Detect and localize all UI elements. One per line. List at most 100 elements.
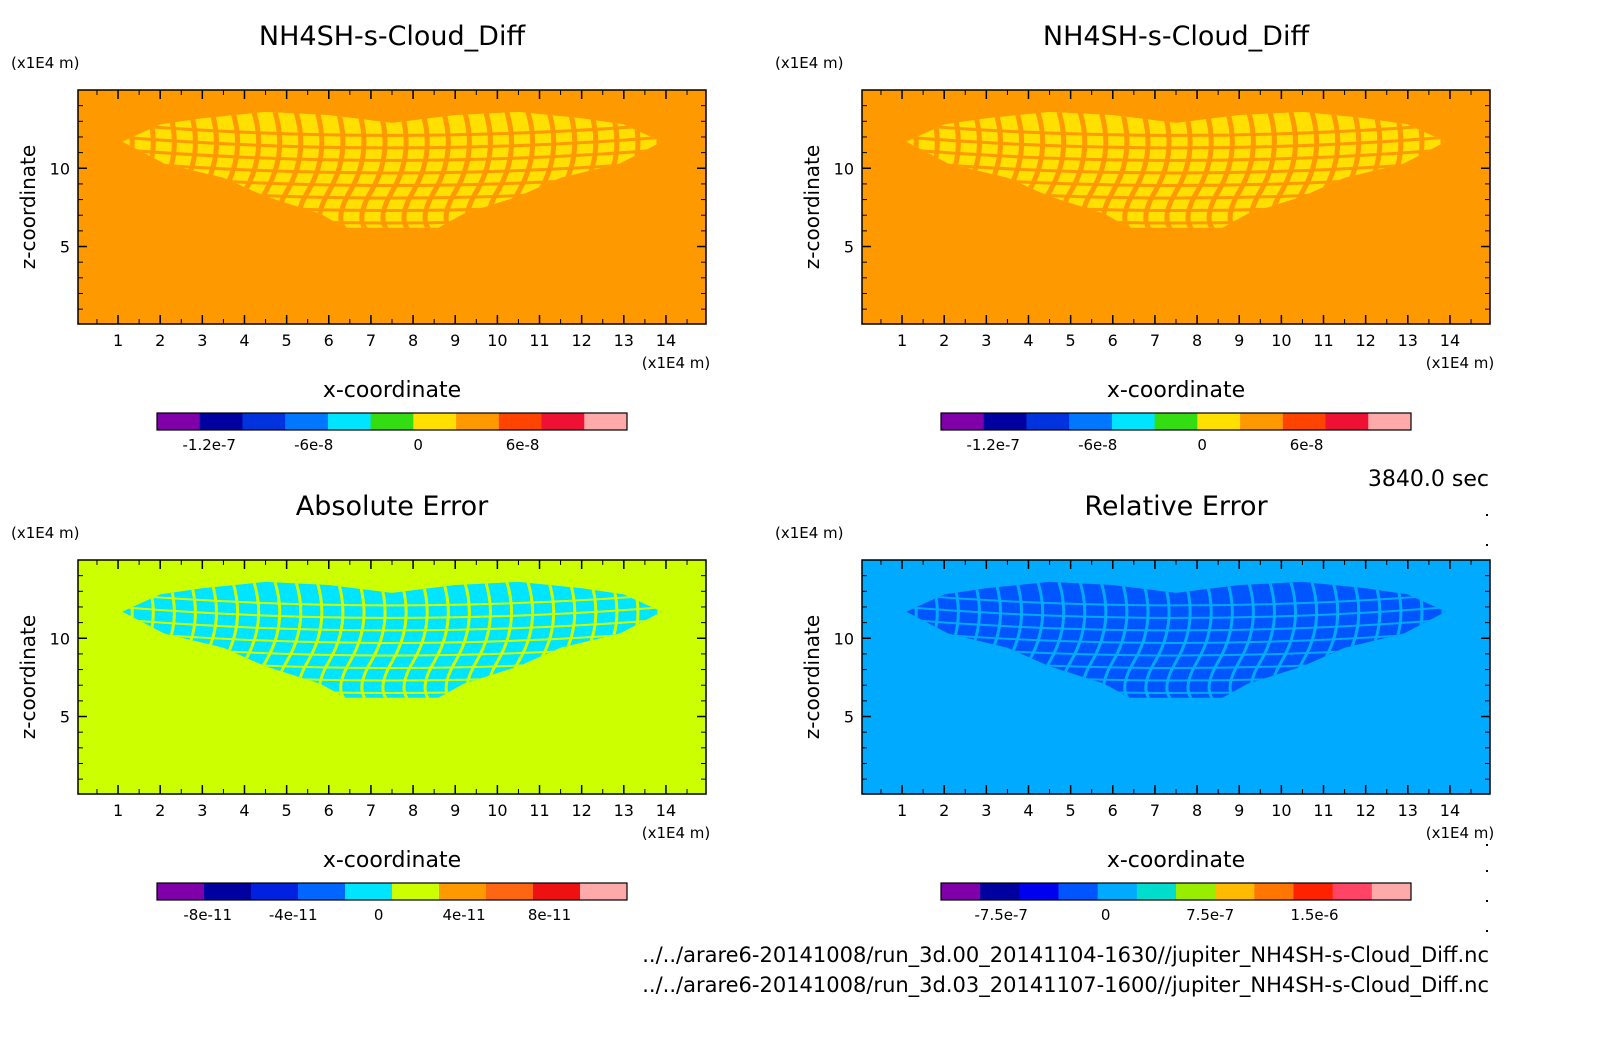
cloud-stripe	[1185, 111, 1214, 228]
colorbar-label: 4e-11	[442, 906, 485, 924]
x-tick-label: 14	[656, 331, 676, 350]
colorbar-swatch	[298, 883, 346, 900]
x-tick-label: 8	[1192, 331, 1202, 350]
colorbar-swatch	[327, 413, 372, 430]
x-tick-label: 4	[239, 801, 249, 820]
colorbar-frame	[940, 882, 1412, 901]
x-tick-label: 13	[1398, 331, 1418, 350]
cloud-band	[906, 135, 1446, 150]
cloud-stripe	[1123, 581, 1150, 698]
cloud-band	[122, 618, 662, 632]
cloud-stripe	[423, 581, 450, 698]
x-tick-label: 6	[1108, 331, 1118, 350]
colorbar-swatch	[1019, 883, 1059, 900]
cloud-band	[122, 135, 662, 150]
x-tick-label: 14	[1440, 801, 1460, 820]
y-unit-label: (x1E4 m)	[775, 524, 844, 542]
colorbar-swatch	[439, 883, 487, 900]
file-path-2: ../../arare6-20141008/run_3d.03_20141107…	[642, 973, 1489, 998]
x-tick-label: 5	[282, 801, 292, 820]
cloud-band	[122, 122, 662, 137]
x-tick-label: 3	[981, 331, 991, 350]
colorbar-frame	[156, 412, 628, 431]
y-axis-label: z-coordinate	[800, 615, 824, 739]
file-path-1: ../../arare6-20141008/run_3d.00_20141104…	[642, 943, 1489, 968]
x-tick-label: 10	[487, 331, 507, 350]
y-axis-label: z-coordinate	[16, 615, 40, 739]
cloud-band	[122, 631, 662, 644]
colorbar-label: 8e-11	[528, 906, 571, 924]
colorbar-label: 7.5e-7	[1186, 906, 1234, 924]
cloud-stripe	[1206, 111, 1235, 228]
y-tick-label: 10	[834, 159, 854, 178]
y-tick-label: 10	[834, 629, 854, 648]
x-tick-label: 12	[1355, 801, 1375, 820]
x-axis: 1 2 3 4 5 6 7 8 9 10 11 12 13 14	[96, 90, 688, 350]
plot-area: 1 2 3 4 5 6 7 8 9 10 11 12 13 14 510	[50, 89, 707, 350]
x-axis-label: x-coordinate	[323, 848, 461, 873]
x-tick-label: 10	[1271, 331, 1291, 350]
x-tick-label: 2	[155, 801, 165, 820]
colorbar-swatch	[392, 883, 440, 900]
x-tick-label: 2	[939, 801, 949, 820]
x-tick-label: 12	[1355, 331, 1375, 350]
colorbar-label: 0	[413, 436, 423, 454]
x-unit-label: (x1E4 m)	[642, 824, 711, 842]
panel-bottom-right: Relative Error (x1E4 m) 1 2 3 4 5 6 7 8 9 10 11 12 1…	[775, 491, 1494, 924]
colorbar-swatch	[1215, 883, 1255, 900]
colorbar-label: 6e-8	[506, 436, 540, 454]
colorbar-swatch	[1332, 883, 1373, 900]
x-tick-label: 5	[282, 331, 292, 350]
panel-top-left: NH4SH-s-Cloud_Diff (x1E4 m) 1 2 3 4 5 6 7 8 9 10 1…	[11, 21, 710, 454]
colorbar-label: -4e-11	[269, 906, 318, 924]
cloud-stripe	[1228, 581, 1255, 698]
panel-title: NH4SH-s-Cloud_Diff	[259, 21, 527, 52]
colorbar-label: -1.2e-7	[182, 436, 235, 454]
colorbar-swatch	[1069, 413, 1113, 430]
x-tick-label: 11	[1313, 801, 1333, 820]
x-tick-label: 1	[113, 331, 123, 350]
y-tick-label: 10	[50, 159, 70, 178]
cloud-stripe	[360, 581, 387, 698]
colorbar-swatch	[1282, 413, 1327, 430]
colorbar-swatch	[941, 883, 981, 900]
colorbar-swatch	[1325, 413, 1369, 430]
x-tick-label: 1	[897, 801, 907, 820]
dot	[1486, 870, 1488, 872]
colorbar-label: -1.2e-7	[966, 436, 1019, 454]
colorbar-swatch	[456, 413, 500, 430]
colorbar-label: 1.5e-6	[1291, 906, 1339, 924]
colorbar-swatch	[1240, 413, 1284, 430]
cloud-stripe	[338, 111, 367, 228]
colorbar-swatch	[199, 413, 243, 430]
x-axis-label: x-coordinate	[1107, 378, 1245, 403]
y-tick-label: 5	[844, 238, 854, 257]
margin-dots	[1486, 514, 1488, 932]
colorbar-frame	[156, 882, 628, 901]
colorbar-swatch	[1176, 883, 1216, 900]
colorbar-label: -7.5e-7	[974, 906, 1027, 924]
x-tick-label: 12	[571, 801, 591, 820]
cloud-stripe	[381, 581, 408, 698]
x-tick-label: 10	[487, 801, 507, 820]
x-tick-label: 8	[408, 331, 418, 350]
colorbar-label: 6e-8	[1290, 436, 1324, 454]
colorbar-label: -6e-8	[1078, 436, 1117, 454]
y-axis: 5 10	[50, 105, 706, 310]
x-tick-label: 9	[1234, 801, 1244, 820]
cloud-stripe	[1102, 581, 1129, 698]
colorbar-swatch	[533, 883, 581, 900]
cloud-stripe	[1081, 581, 1108, 698]
colorbar-swatch	[413, 413, 457, 430]
colorbar-label: -6e-8	[294, 436, 333, 454]
colorbar-label: -8e-11	[183, 906, 232, 924]
dot	[1486, 930, 1488, 932]
x-tick-label: 6	[324, 331, 334, 350]
colorbar-swatch	[1111, 413, 1156, 430]
cloud-stripe	[1144, 581, 1171, 698]
x-tick-label: 3	[981, 801, 991, 820]
x-tick-label: 14	[656, 801, 676, 820]
colorbar-swatch	[242, 413, 286, 430]
x-axis: 1 2 3 4 5 6 7 8 9 10 11 12 13 14	[880, 560, 1472, 820]
x-unit-label: (x1E4 m)	[1426, 354, 1495, 372]
